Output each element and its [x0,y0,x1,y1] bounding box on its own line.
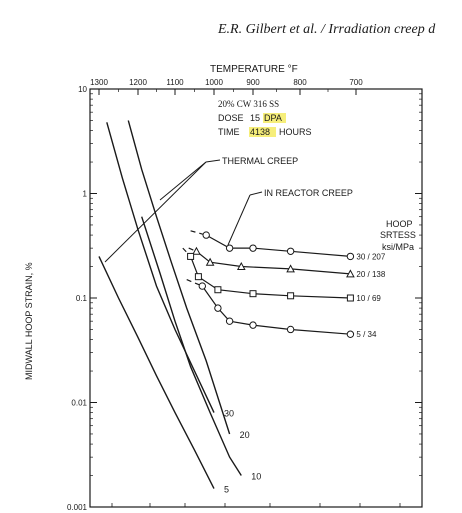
reactor-curve-label: 20 / 138 [356,270,385,279]
x-top-tick-label: 800 [293,78,307,87]
y-tick-label: 1 [83,190,88,199]
reactor-curve-label: 5 / 34 [356,330,377,339]
legend-title-stress: SRTESS [380,230,416,240]
data-point-circle [225,317,234,325]
data-point-triangle [286,264,295,273]
x-top-tick-label: 1000 [205,78,223,87]
thermal-curve-30 [106,122,215,413]
data-point-square [194,273,202,281]
in-reactor-creep-label: IN REACTOR CREEP [264,188,353,198]
data-point-circle [249,244,257,252]
thermal-curve-20 [127,120,231,435]
thermal-curve-label: 30 [224,409,234,419]
reactor-pointer-line [249,191,263,196]
data-point-circle [286,325,295,334]
data-point-square [249,290,257,298]
thermal-arrow-1 [159,161,207,201]
thermal-curve-label: 5 [224,485,229,495]
data-point-circle [225,244,234,252]
dose-highlight [263,113,286,123]
info-box: 20% CW 316 SS DOSE 15 DPA TIME 4138 HOUR… [218,99,312,137]
thermal-pointer-line [205,159,221,163]
data-point-triangle [346,269,355,278]
data-point-circle [346,330,355,338]
left-axis-label: MIDWALL HOOP STRAIN, % [24,262,34,380]
reactor-curve-label: 10 / 69 [356,294,381,303]
info-line-time-value: 4138 [250,127,270,137]
y-axis: 0.001 0.01 0.1 1 10 [67,85,422,512]
thermal-creep-label: THERMAL CREEP [222,156,298,166]
x-top-tick-label: 700 [349,78,363,87]
info-line-material: 20% CW 316 SS [218,99,279,109]
thermal-curve-5 [98,256,215,489]
data-point-circle [286,247,295,255]
data-point-circle [202,231,210,239]
x-axis-top: 1300 1200 1100 1000 900 800 700 [90,78,401,507]
time-highlight [249,127,276,137]
thermal-curve-label: 10 [251,472,261,482]
legend-title-hoop: HOOP [386,219,413,229]
data-point-triangle [205,257,215,266]
data-point-circle [198,282,207,290]
info-line-dose-label: DOSE [218,113,244,123]
series-layer: 30 20 10 5 30 / 207 20 / 138 10 / 69 5 / 34 [98,120,386,495]
y-tick-label: 10 [78,85,87,94]
thermal-curve-label: 20 [240,430,250,440]
info-line-time-label: TIME [218,127,240,137]
running-header: E.R. Gilbert et al. / Irradiation creep … [218,22,436,37]
x-top-tick-label: 900 [246,78,260,87]
thermal-curve-10 [141,216,242,476]
y-tick-label: 0.1 [76,294,88,303]
legend-units: ksi/MPa [382,242,414,252]
data-point-triangle [236,261,246,271]
thermal-arrow-2 [104,161,207,263]
x-top-tick-label: 1100 [166,78,184,87]
x-top-tick-label: 1200 [129,78,147,87]
data-point-square [214,286,222,294]
data-point-square [287,292,295,300]
reactor-extrapolation-5 / 34 [186,279,203,287]
info-line-dose-value: 15 [250,113,260,123]
data-point-triangle [192,246,201,255]
data-point-circle [249,321,257,329]
top-axis-label: TEMPERATURE °F [210,64,298,75]
info-line-dose-unit: DPA [264,113,282,123]
reactor-extrapolation-20 / 138 [188,247,197,252]
y-tick-label: 0.01 [71,399,87,408]
info-line-time-unit: HOURS [279,127,312,137]
x-top-tick-label: 1300 [90,78,108,87]
data-point-square [187,252,195,260]
data-point-circle [346,252,355,261]
reactor-curve-label: 30 / 207 [356,252,385,261]
y-tick-label: 0.001 [67,503,88,512]
reactor-arrow [227,194,251,246]
data-point-circle [214,304,222,312]
data-point-square [346,294,354,302]
reactor-curve-5 / 34 [201,285,351,335]
